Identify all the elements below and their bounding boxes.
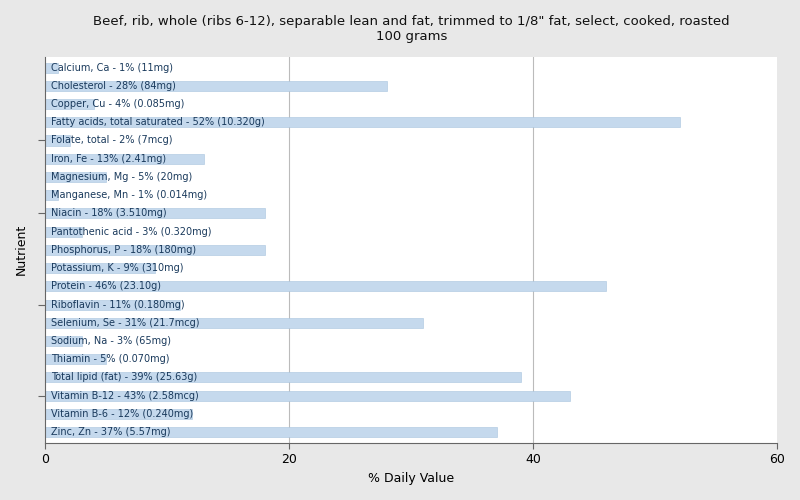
- Text: Potassium, K - 9% (310mg): Potassium, K - 9% (310mg): [51, 263, 184, 273]
- Text: Vitamin B-12 - 43% (2.58mcg): Vitamin B-12 - 43% (2.58mcg): [51, 390, 199, 400]
- Bar: [46, 62, 58, 72]
- Text: Iron, Fe - 13% (2.41mg): Iron, Fe - 13% (2.41mg): [51, 154, 166, 164]
- Text: Protein - 46% (23.10g): Protein - 46% (23.10g): [51, 282, 162, 292]
- Bar: [46, 208, 265, 218]
- Text: Sodium, Na - 3% (65mg): Sodium, Na - 3% (65mg): [51, 336, 171, 346]
- Text: Pantothenic acid - 3% (0.320mg): Pantothenic acid - 3% (0.320mg): [51, 226, 212, 236]
- Text: Cholesterol - 28% (84mg): Cholesterol - 28% (84mg): [51, 81, 176, 91]
- Text: Vitamin B-6 - 12% (0.240mg): Vitamin B-6 - 12% (0.240mg): [51, 409, 194, 419]
- Bar: [46, 263, 155, 273]
- Bar: [46, 81, 387, 91]
- Y-axis label: Nutrient: Nutrient: [15, 224, 28, 276]
- Bar: [46, 118, 679, 128]
- Text: Selenium, Se - 31% (21.7mcg): Selenium, Se - 31% (21.7mcg): [51, 318, 200, 328]
- Bar: [46, 172, 106, 182]
- Bar: [46, 427, 497, 437]
- Bar: [46, 354, 106, 364]
- Bar: [46, 226, 82, 236]
- Text: Niacin - 18% (3.510mg): Niacin - 18% (3.510mg): [51, 208, 167, 218]
- Title: Beef, rib, whole (ribs 6-12), separable lean and fat, trimmed to 1/8" fat, selec: Beef, rib, whole (ribs 6-12), separable …: [93, 15, 730, 43]
- Text: Riboflavin - 11% (0.180mg): Riboflavin - 11% (0.180mg): [51, 300, 185, 310]
- Bar: [46, 372, 521, 382]
- Text: Total lipid (fat) - 39% (25.63g): Total lipid (fat) - 39% (25.63g): [51, 372, 198, 382]
- Bar: [46, 136, 70, 145]
- Text: Magnesium, Mg - 5% (20mg): Magnesium, Mg - 5% (20mg): [51, 172, 193, 182]
- Bar: [46, 390, 570, 400]
- Text: Calcium, Ca - 1% (11mg): Calcium, Ca - 1% (11mg): [51, 62, 174, 72]
- Bar: [46, 282, 606, 292]
- Text: Copper, Cu - 4% (0.085mg): Copper, Cu - 4% (0.085mg): [51, 99, 185, 109]
- Bar: [46, 336, 82, 346]
- Text: Fatty acids, total saturated - 52% (10.320g): Fatty acids, total saturated - 52% (10.3…: [51, 118, 266, 128]
- Bar: [46, 245, 265, 255]
- X-axis label: % Daily Value: % Daily Value: [368, 472, 454, 485]
- Text: Folate, total - 2% (7mcg): Folate, total - 2% (7mcg): [51, 136, 173, 145]
- Bar: [46, 154, 204, 164]
- Text: Manganese, Mn - 1% (0.014mg): Manganese, Mn - 1% (0.014mg): [51, 190, 207, 200]
- Text: Zinc, Zn - 37% (5.57mg): Zinc, Zn - 37% (5.57mg): [51, 427, 171, 437]
- Bar: [46, 300, 179, 310]
- Bar: [46, 409, 192, 419]
- Bar: [46, 190, 58, 200]
- Bar: [46, 318, 423, 328]
- Text: Phosphorus, P - 18% (180mg): Phosphorus, P - 18% (180mg): [51, 245, 197, 255]
- Text: Thiamin - 5% (0.070mg): Thiamin - 5% (0.070mg): [51, 354, 170, 364]
- Bar: [46, 99, 94, 109]
